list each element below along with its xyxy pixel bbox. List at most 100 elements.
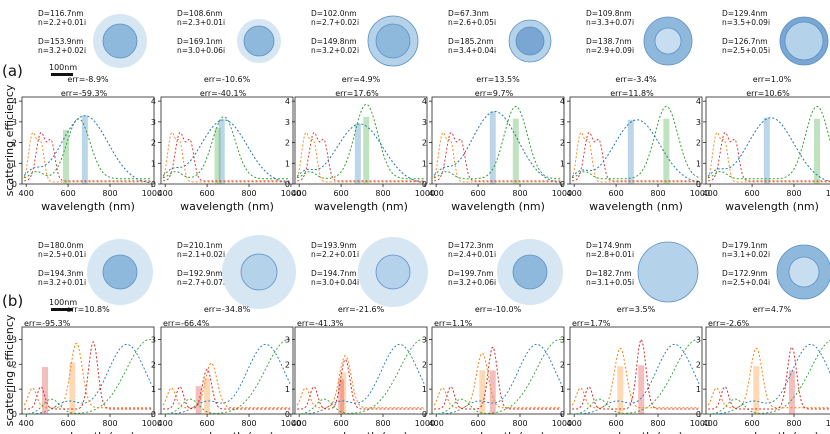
spectrum-red	[708, 132, 830, 182]
target-band	[489, 370, 496, 414]
error-label-2: err=1.7%	[572, 319, 611, 328]
target-band	[814, 118, 821, 184]
y-tick-label: 3	[12, 118, 17, 127]
x-tick-label: 1000	[690, 419, 710, 428]
x-tick-label: 1000	[826, 189, 830, 198]
particle-core	[788, 256, 820, 288]
y-tick-label: 3	[151, 335, 156, 344]
y-tick-label: 2	[151, 139, 156, 148]
param-n1: n=3.1+0.02i	[722, 250, 770, 259]
error-label-1: err=-21.6%	[338, 305, 385, 314]
y-tick-label: 1	[422, 385, 427, 394]
spectrum-green	[163, 338, 291, 415]
x-tick-label: 600	[199, 189, 214, 198]
spectrum-orange	[162, 362, 291, 409]
y-tick-label: 2	[285, 139, 290, 148]
spectrum-orange	[433, 131, 562, 183]
target-band	[338, 379, 345, 414]
param-d1: D=102.0nm	[311, 9, 357, 18]
x-tick-label: 400	[19, 419, 34, 428]
plot-frame	[569, 326, 703, 415]
x-tick-label: 400	[158, 419, 173, 428]
x-tick-label: 400	[292, 189, 307, 198]
error-label-1: err=-10.0%	[475, 305, 522, 314]
param-d2: D=126.7nm	[722, 37, 768, 46]
y-tick-label: 1	[696, 385, 701, 394]
param-d2: D=192.9nm	[177, 269, 223, 278]
target-band	[63, 129, 69, 184]
spectrum-green	[434, 338, 562, 415]
spectrum-orange	[433, 352, 562, 409]
y-tick-label: 1	[285, 159, 290, 168]
y-tick-label: 2	[151, 360, 156, 369]
plot-frame	[294, 96, 428, 185]
x-tick-label: 1000	[142, 419, 162, 428]
param-d2: D=138.7nm	[586, 37, 632, 46]
particle-core	[375, 23, 411, 59]
y-tick-label: 1	[12, 385, 17, 394]
spectrum-green	[23, 118, 152, 180]
y-tick-label: 0	[422, 180, 427, 189]
particle-core	[102, 23, 138, 59]
spectrum-green	[571, 105, 700, 180]
x-tick-label: 400	[292, 419, 307, 428]
target-band	[753, 366, 760, 414]
x-axis-label: wavelength (nm)	[589, 200, 683, 213]
x-tick-label: 400	[703, 189, 718, 198]
x-axis-label: wavelength (nm)	[725, 200, 819, 213]
param-n2: n=3.2+0.02i	[38, 46, 86, 55]
particle-core	[654, 27, 682, 55]
particle-core	[784, 21, 824, 61]
y-tick-label: 3	[696, 118, 701, 127]
x-tick-label: 800	[102, 189, 117, 198]
param-d2: D=169.1nm	[177, 37, 223, 46]
y-tick-label: 2	[422, 139, 427, 148]
target-band	[204, 378, 211, 414]
target-band	[214, 128, 221, 184]
spectrum-orange	[296, 131, 425, 183]
param-d1: D=67.3nm	[448, 9, 489, 18]
spectrum-blue	[163, 343, 291, 415]
spectrum-orange	[571, 347, 700, 409]
x-tick-label: 600	[608, 189, 623, 198]
param-d1: D=108.6nm	[177, 9, 223, 18]
param-n2: n=2.7+0.07i	[177, 278, 225, 287]
target-band	[218, 119, 225, 184]
y-tick-label: 2	[12, 139, 17, 148]
spectrum-blue	[571, 119, 700, 183]
error-label-2: err=1.1%	[434, 319, 473, 328]
y-tick-label: 3	[422, 118, 427, 127]
target-band	[763, 117, 770, 184]
error-label-2: err=11.8%	[610, 89, 654, 98]
error-label-1: err=-10.6%	[204, 75, 251, 84]
spectrum-blue	[433, 111, 562, 184]
param-d2: D=185.2nm	[448, 37, 494, 46]
spectrum-red	[297, 358, 425, 410]
spectrum-red	[572, 338, 700, 410]
error-label-1: err=-3.4%	[615, 75, 657, 84]
param-n2: n=2.5+0.05i	[722, 46, 770, 55]
target-band	[638, 365, 645, 414]
particle-core	[102, 254, 138, 290]
y-tick-label: 2	[12, 360, 17, 369]
param-n2: n=2.5+0.04i	[722, 278, 770, 287]
param-d1: D=109.8nm	[586, 9, 632, 18]
target-band	[512, 118, 519, 184]
spectrum-orange	[707, 347, 830, 409]
y-tick-label: 3	[151, 118, 156, 127]
y-tick-label: 0	[151, 180, 156, 189]
error-label-1: err=-34.8%	[204, 305, 251, 314]
error-label-2: err=9.7%	[475, 89, 514, 98]
x-tick-label: 600	[744, 419, 759, 428]
target-band	[69, 362, 76, 414]
particle-core	[243, 25, 275, 57]
plot-frame	[431, 326, 565, 415]
error-label-2: err=-59.3%	[61, 89, 108, 98]
spectrum-orange	[23, 342, 152, 409]
